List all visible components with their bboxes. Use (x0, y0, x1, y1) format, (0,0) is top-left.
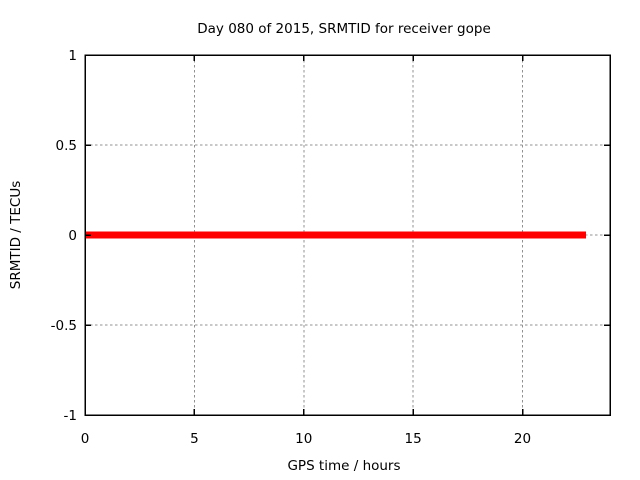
x-axis-label: GPS time / hours (287, 458, 400, 474)
chart-title: Day 080 of 2015, SRMTID for receiver gop… (197, 21, 491, 37)
x-tick-label: 5 (190, 431, 199, 447)
y-tick-label: -1 (64, 408, 77, 424)
y-axis-label: SRMTID / TECUs (8, 181, 24, 289)
x-tick-label: 10 (295, 431, 312, 447)
y-tick-label: 0.5 (56, 138, 77, 154)
y-tick-label: 0 (68, 228, 77, 244)
tick-labels: 0 5 10 15 20 -1 -0.5 0 0.5 1 (51, 48, 531, 447)
y-tick-label: -0.5 (51, 318, 77, 334)
y-tick-label: 1 (68, 48, 77, 64)
x-tick-label: 15 (405, 431, 422, 447)
axis-ticks (84, 54, 610, 416)
x-tick-label: 20 (514, 431, 531, 447)
x-tick-label: 0 (81, 431, 90, 447)
